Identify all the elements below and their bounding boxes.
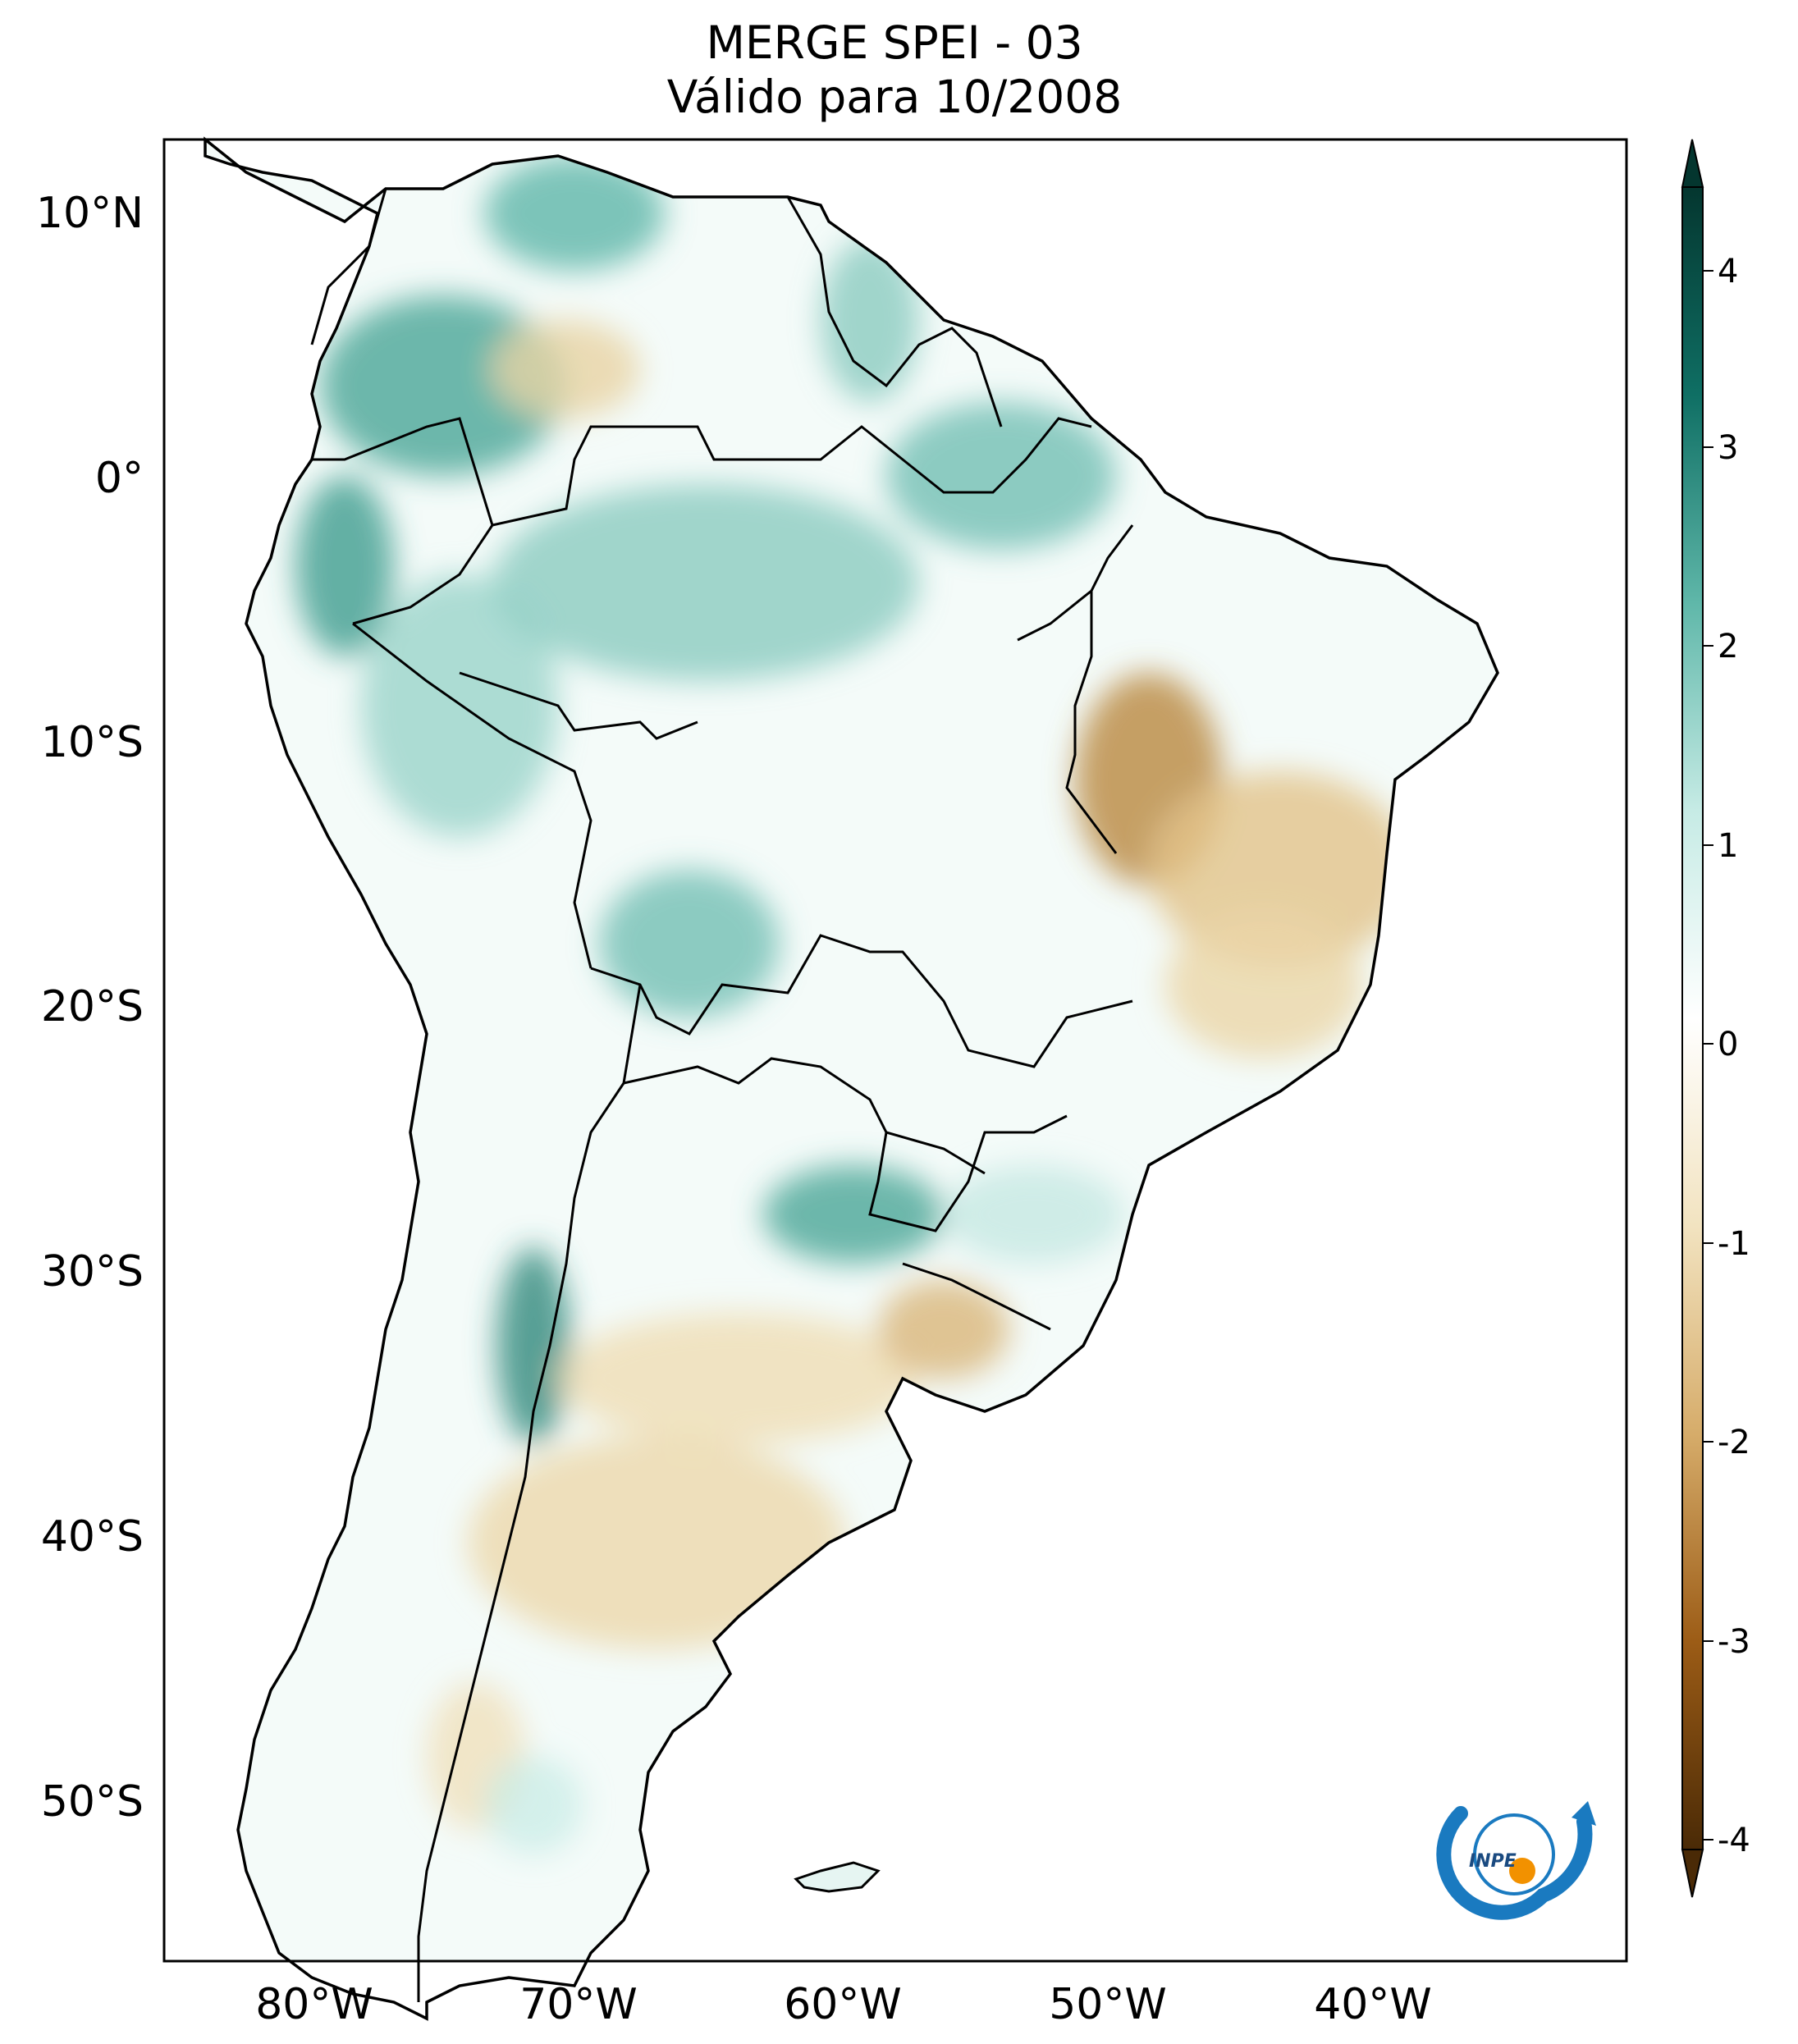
lat-label-30s: 30°S bbox=[41, 1247, 144, 1296]
country-borders bbox=[310, 188, 1134, 2002]
colorbar-label-3: 3 bbox=[1718, 429, 1738, 467]
lat-label-40s: 40°S bbox=[41, 1512, 144, 1562]
colorbar-label-neg3: -3 bbox=[1718, 1623, 1750, 1661]
colorbar-ticks bbox=[1703, 270, 1713, 1841]
lon-label-50w: 50°W bbox=[1049, 1980, 1167, 2029]
colorbar-label-neg4: -4 bbox=[1718, 1822, 1750, 1859]
inpe-logo: INPE bbox=[1436, 1801, 1596, 1920]
map-border bbox=[162, 138, 1628, 1963]
lon-label-80w: 80°W bbox=[255, 1980, 373, 2029]
latitude-labels: 10°N 0° 10°S 20°S 30°S 40°S 50°S bbox=[36, 189, 144, 1827]
lon-label-60w: 60°W bbox=[784, 1980, 902, 2029]
colorbar-label-0: 0 bbox=[1718, 1026, 1738, 1063]
colorbar-top-arrow bbox=[1681, 139, 1704, 188]
lat-label-10s: 10°S bbox=[41, 718, 144, 767]
lat-label-20s: 20°S bbox=[41, 982, 144, 1031]
colorbar-label-4: 4 bbox=[1718, 253, 1738, 290]
map-subtitle: Válido para 10/2008 bbox=[666, 71, 1123, 123]
colorbar: 4 3 2 1 0 -1 -2 -3 -4 bbox=[1681, 139, 1750, 1898]
logo-orange-dot bbox=[1509, 1858, 1535, 1884]
lon-label-40w: 40°W bbox=[1314, 1980, 1432, 2029]
longitude-labels: 80°W 70°W 60°W 50°W 40°W bbox=[255, 1980, 1432, 2029]
colorbar-label-neg2: -2 bbox=[1718, 1424, 1750, 1461]
colorbar-bottom-arrow bbox=[1681, 1849, 1704, 1898]
lon-label-70w: 70°W bbox=[519, 1980, 638, 2029]
colorbar-label-neg1: -1 bbox=[1718, 1225, 1750, 1263]
map-title: MERGE SPEI - 03 bbox=[706, 16, 1083, 69]
lat-label-10n: 10°N bbox=[36, 189, 144, 238]
colorbar-label-1: 1 bbox=[1718, 827, 1738, 865]
lat-label-50s: 50°S bbox=[41, 1777, 144, 1827]
logo-text: INPE bbox=[1469, 1851, 1517, 1872]
lat-label-0: 0° bbox=[95, 454, 144, 503]
colorbar-label-2: 2 bbox=[1718, 628, 1738, 665]
colorbar-gradient bbox=[1681, 186, 1704, 1850]
falkland-islands bbox=[794, 1861, 881, 1893]
